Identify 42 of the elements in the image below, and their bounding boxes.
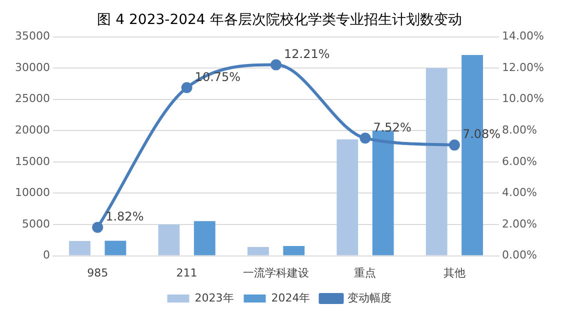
x-tick-label: 重点 — [354, 266, 376, 280]
y2-tick-label: 2.00% — [502, 217, 538, 230]
x-tick-label: 211 — [176, 266, 198, 280]
y2-tick-label: 6.00% — [502, 154, 538, 168]
y-tick-label: 25000 — [14, 92, 50, 106]
x-tick-label: 985 — [87, 266, 108, 280]
point — [92, 222, 104, 233]
y-tick-label: 35000 — [14, 30, 50, 43]
y2-tick-label: 12.00% — [502, 60, 544, 74]
y2-tick-label: 8.00% — [502, 124, 538, 137]
y2-tick-label: 0.00% — [502, 248, 538, 262]
data-label: 12.21% — [284, 46, 330, 61]
data-label: 7.52% — [373, 120, 412, 134]
chart-title: 图 4 2023-2024 年各层次院校化学类专业招生计划数变动 — [97, 12, 462, 28]
y-tick-label: 5000 — [22, 217, 50, 230]
y-tick-label: 15000 — [14, 154, 50, 168]
point — [181, 82, 192, 94]
bar — [69, 241, 90, 256]
point — [448, 140, 460, 151]
y-tick-label: 30000 — [14, 60, 50, 74]
legend-label: 2023年 — [194, 291, 234, 304]
legend-label: 变动幅度 — [348, 291, 392, 304]
bar — [283, 246, 305, 256]
y-tick-label: 0 — [42, 248, 50, 262]
bar — [426, 68, 448, 256]
point — [360, 132, 371, 144]
point — [270, 59, 282, 70]
y-tick-label: 10000 — [14, 186, 50, 200]
y2-tick-label: 14.00% — [502, 30, 544, 43]
y-tick-label: 20000 — [14, 124, 50, 137]
bar — [336, 139, 358, 256]
x-tick-label: 其他 — [443, 266, 466, 280]
bar — [247, 247, 269, 256]
bar — [372, 130, 394, 256]
legend-label: 2024年 — [271, 291, 310, 304]
y2-tick-label: 4.00% — [502, 186, 538, 200]
bar — [104, 240, 126, 256]
bar — [158, 224, 180, 256]
data-label: 1.82% — [106, 209, 144, 224]
y2-tick-label: 10.00% — [502, 92, 544, 106]
bar — [194, 221, 216, 256]
x-tick-label: 一流学科建设 — [243, 266, 310, 280]
